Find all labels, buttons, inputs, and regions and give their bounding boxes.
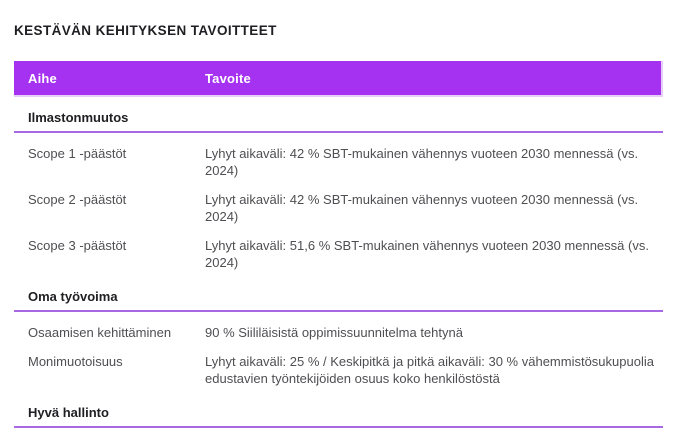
- row-topic: Monimuotoisuus: [28, 354, 123, 369]
- row-target: Lyhyt aikaväli: 51,6 % SBT-mukainen vähe…: [205, 238, 649, 270]
- sustainability-goals-table: KESTÄVÄN KEHITYKSEN TAVOITTEET Aihe Tavo…: [14, 0, 663, 440]
- page-title: KESTÄVÄN KEHITYKSEN TAVOITTEET: [14, 23, 277, 38]
- row-target: Lyhyt aikaväli: 25 % / Keskipitkä ja pit…: [205, 354, 654, 386]
- row-topic: Osaamisen kehittäminen: [28, 325, 172, 340]
- table-row: Monimuotoisuus Lyhyt aikaväli: 25 % / Ke…: [14, 341, 663, 387]
- table-section: Oma työvoima Osaamisen kehittäminen 90 %…: [14, 289, 663, 387]
- table-section: Hyvä hallinto eNPS Lyhyt aikaväli: +20 %…: [14, 405, 663, 440]
- row-target: Lyhyt aikaväli: 42 % SBT-mukainen vähenn…: [205, 146, 639, 178]
- table-row: Scope 1 -päästöt Lyhyt aikaväli: 42 % SB…: [14, 133, 663, 179]
- section-divider: [14, 131, 663, 133]
- row-target: 90 % Siililäisistä oppimissuunnitelma te…: [205, 325, 463, 340]
- row-topic: Scope 1 -päästöt: [28, 146, 127, 161]
- table-row: Scope 3 -päästöt Lyhyt aikaväli: 51,6 % …: [14, 225, 663, 271]
- section-rows: eNPS Lyhyt aikaväli: +20 % / Keskipitkä …: [14, 428, 663, 440]
- section-heading: Ilmastonmuutos: [28, 110, 129, 125]
- section-divider: [14, 426, 663, 428]
- row-topic: Scope 2 -päästöt: [28, 192, 127, 207]
- table-header-row: Aihe Tavoite: [14, 61, 663, 97]
- section-heading: Hyvä hallinto: [28, 405, 109, 420]
- row-target: Lyhyt aikaväli: 42 % SBT-mukainen vähenn…: [205, 192, 639, 224]
- column-header-topic: Aihe: [28, 70, 57, 86]
- column-header-target: Tavoite: [205, 70, 251, 86]
- section-rows: Osaamisen kehittäminen 90 % Siililäisist…: [14, 312, 663, 387]
- section-rows: Scope 1 -päästöt Lyhyt aikaväli: 42 % SB…: [14, 133, 663, 271]
- row-topic: Scope 3 -päästöt: [28, 238, 127, 253]
- table-body: Ilmastonmuutos Scope 1 -päästöt Lyhyt ai…: [14, 110, 663, 440]
- section-divider: [14, 310, 663, 312]
- table-row: Scope 2 -päästöt Lyhyt aikaväli: 42 % SB…: [14, 179, 663, 225]
- table-section: Ilmastonmuutos Scope 1 -päästöt Lyhyt ai…: [14, 110, 663, 271]
- section-heading: Oma työvoima: [28, 289, 118, 304]
- table-row: eNPS Lyhyt aikaväli: +20 % / Keskipitkä …: [14, 428, 663, 440]
- table-row: Osaamisen kehittäminen 90 % Siililäisist…: [14, 312, 663, 341]
